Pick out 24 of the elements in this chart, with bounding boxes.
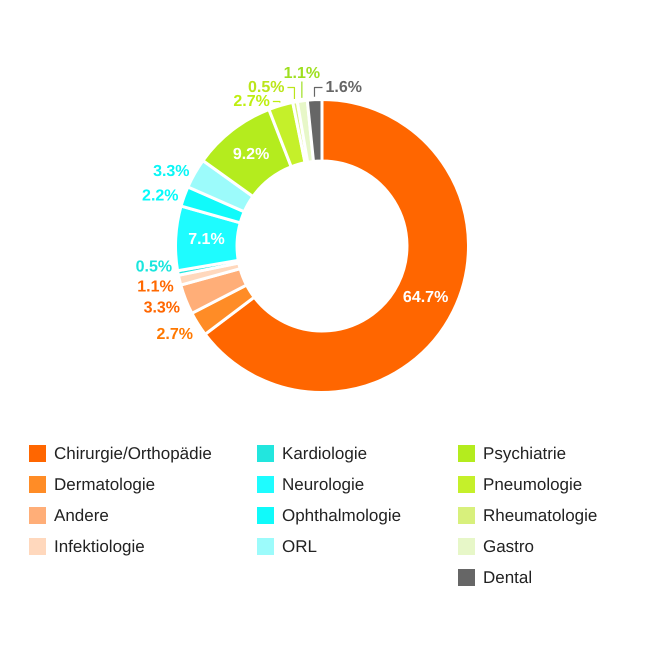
legend-label: Pneumologie [483, 474, 582, 494]
legend-label: Dermatologie [54, 474, 156, 494]
legend-label: Psychiatrie [483, 444, 566, 464]
data-label: 2.2% [142, 188, 179, 205]
data-label: 9.2% [232, 146, 270, 163]
legend-label: Chirurgie/Orthopädie [54, 444, 212, 464]
legend-label: ORL [282, 536, 317, 556]
legend-label: Neurologie [282, 474, 364, 494]
data-label: 7.1% [188, 231, 225, 248]
data-label: 64.7% [402, 288, 448, 306]
data-label: 3.3% [144, 299, 180, 316]
legend-label: Dental [483, 568, 532, 588]
data-label: 0.5% [136, 258, 172, 276]
legend-label: Infektiologie [54, 536, 145, 556]
legend-label: Andere [54, 506, 109, 526]
legend-label: Gastro [483, 536, 534, 556]
legend-label: Rheumatologie [483, 506, 598, 526]
data-label: 3.3% [153, 162, 190, 180]
data-label: 1.1% [137, 278, 174, 296]
data-label: 1.6% [325, 78, 362, 96]
data-label: 1.1% [284, 64, 320, 82]
data-label: 2.7% [156, 326, 193, 343]
legend-label: Ophthalmologie [282, 506, 402, 526]
legend-label: Kardiologie [282, 444, 368, 464]
